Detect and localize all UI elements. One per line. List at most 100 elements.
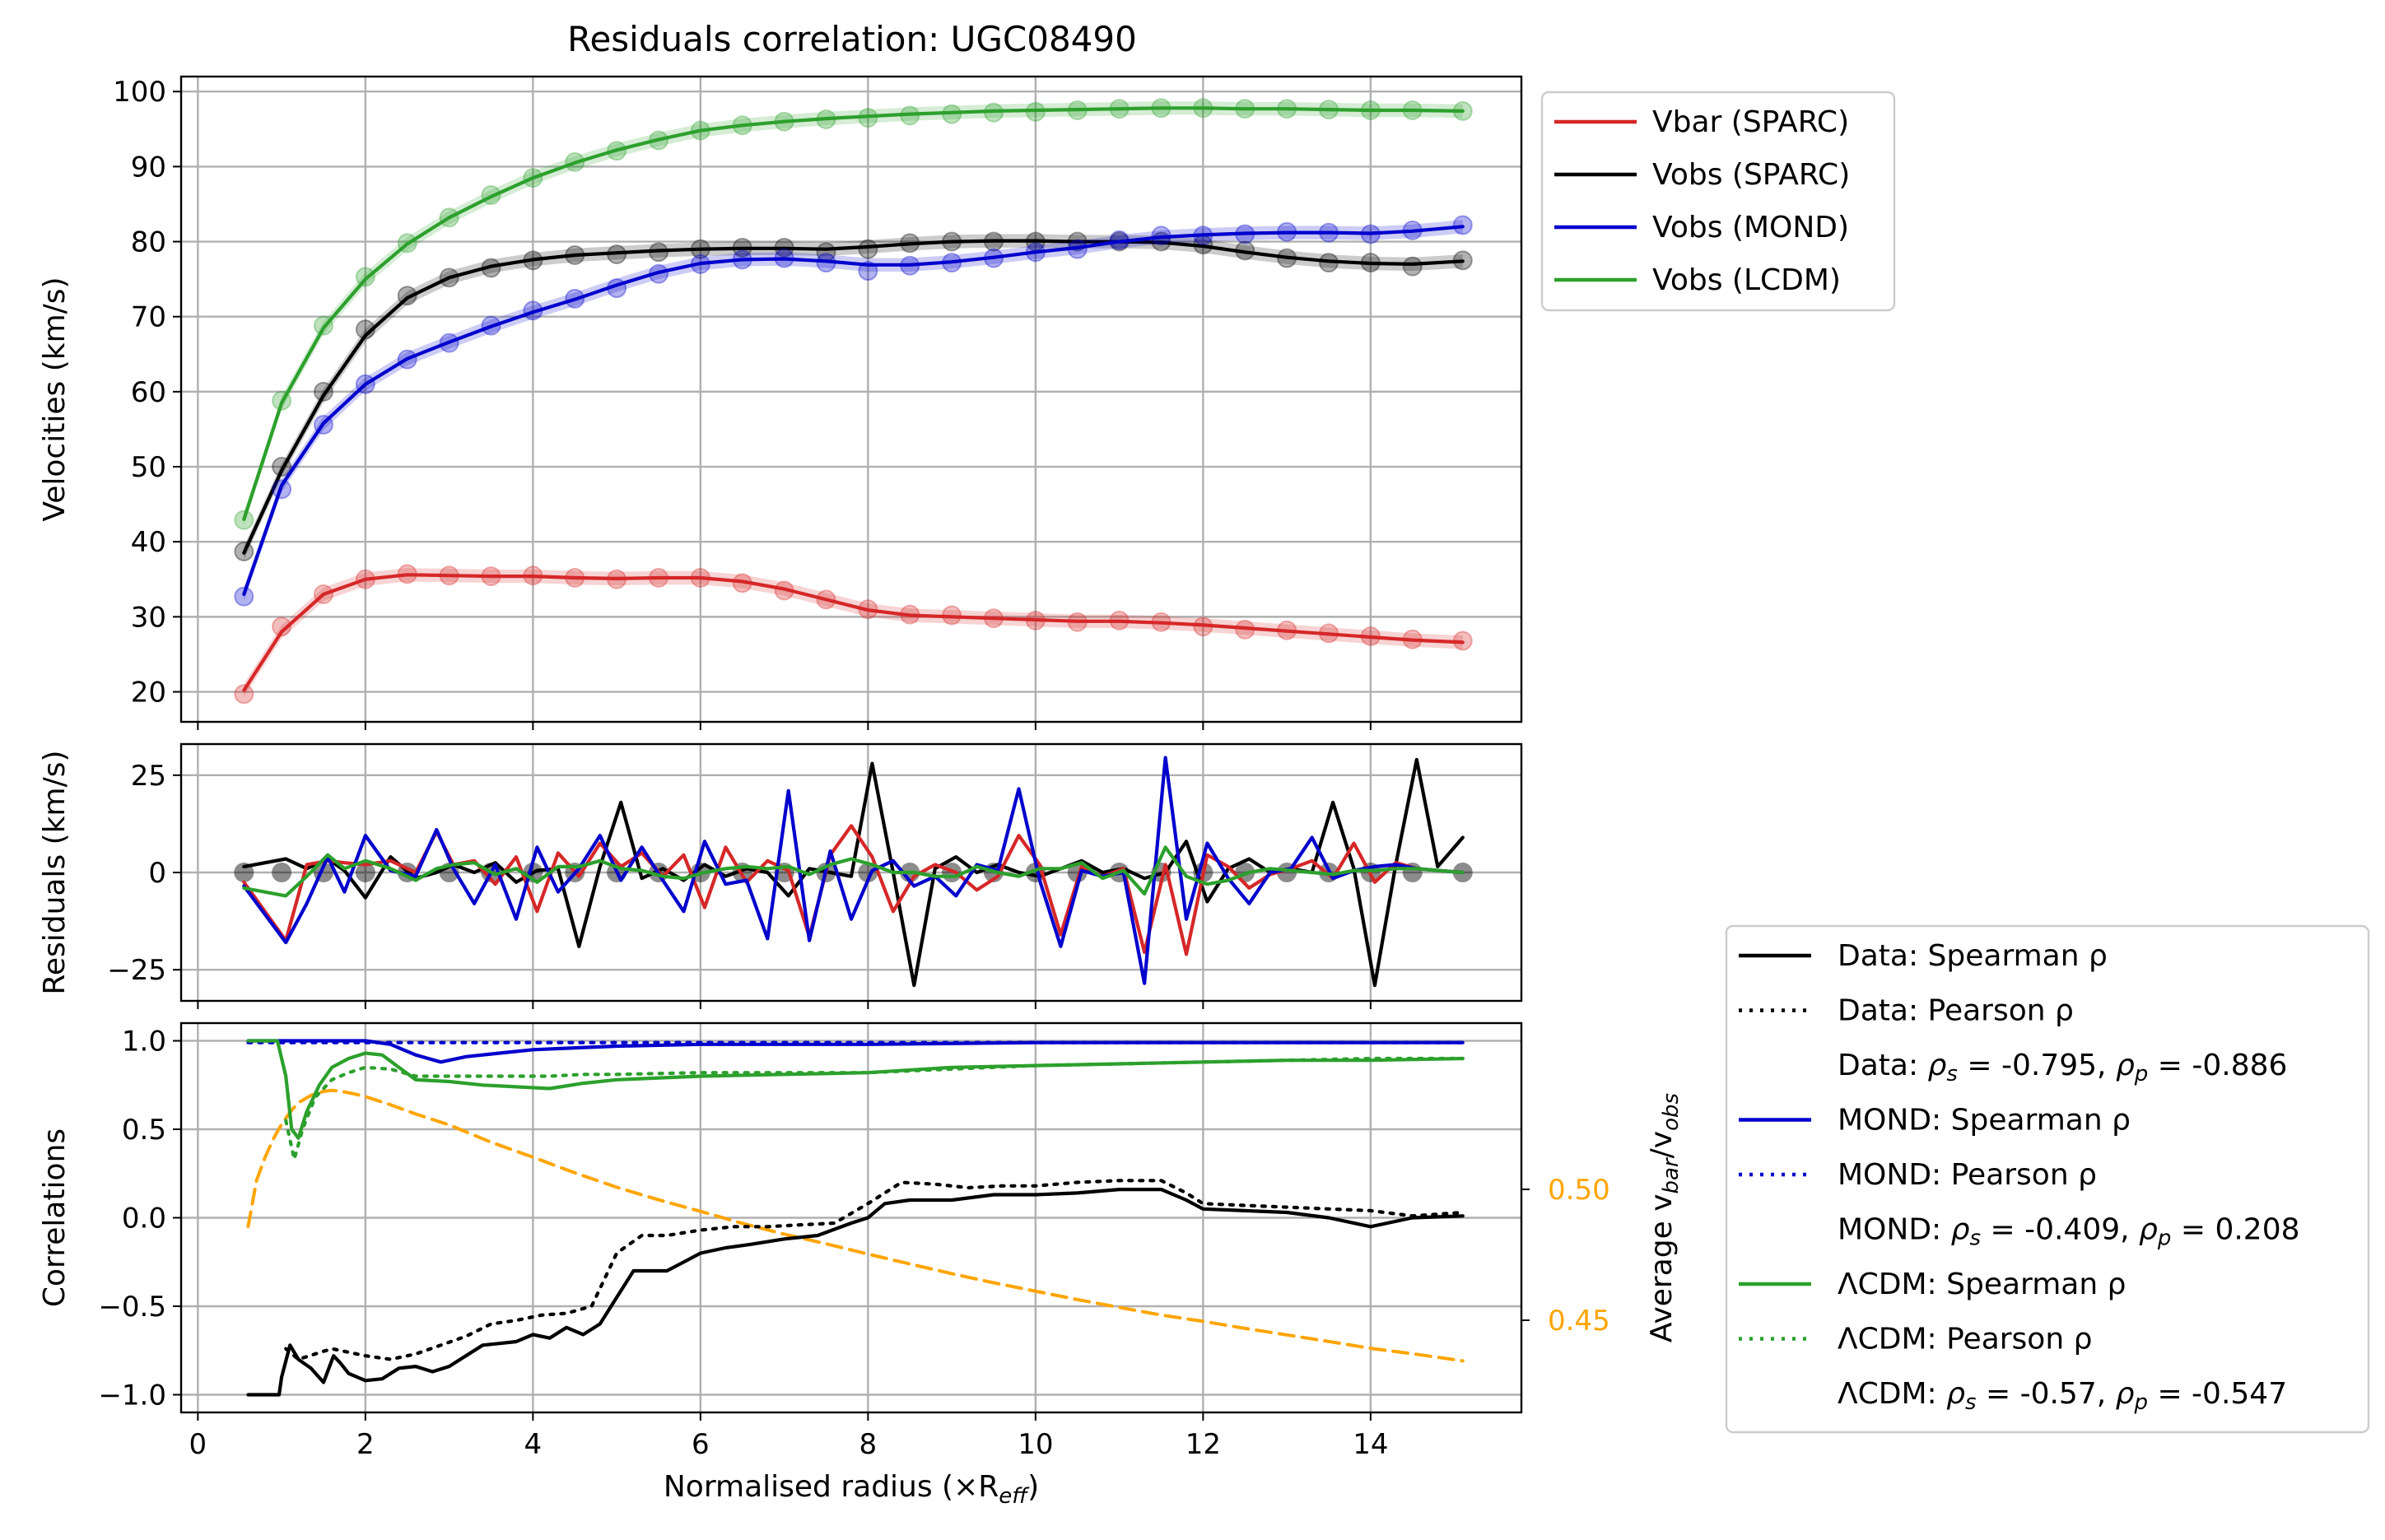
- chart-title: Residuals correlation: UGC08490: [567, 19, 1137, 59]
- y-tick-label: 60: [131, 376, 166, 409]
- data-spearman-line: [246, 1188, 1465, 1397]
- y-tick-label: 30: [131, 601, 166, 634]
- x-tick-label: 2: [356, 1428, 375, 1461]
- correlations-panel: −1.0 −0.5 0.0 0.5 1.0 0 2 4 6 8 10 12 14 Correlations…: [38, 1021, 1684, 1509]
- y-tick-label: 0.0: [122, 1203, 166, 1235]
- y-tick-label: −1.0: [98, 1379, 166, 1412]
- vobs-lcdm-line: [242, 106, 1465, 521]
- legend-stat-symbol: ρ: [1951, 1213, 1970, 1247]
- legend-label: ΛCDM: Pearson ρ: [1838, 1323, 2092, 1356]
- lcdm-residual-line: [242, 845, 1465, 898]
- legend-label: MOND: Spearman ρ: [1838, 1104, 2131, 1138]
- x-tick-label: 14: [1353, 1428, 1388, 1461]
- y-tick-label: −0.5: [98, 1291, 166, 1324]
- y-tick-label: 20: [131, 677, 166, 710]
- legend-label: MOND: Pearson ρ: [1838, 1158, 2097, 1192]
- legend-label: Vobs (MOND): [1652, 211, 1849, 244]
- x-tick-label: 0: [189, 1428, 207, 1461]
- residual-marker: [272, 863, 292, 882]
- vbar-sparc-point: [272, 616, 292, 637]
- y-axis-label: Velocities (km/s): [38, 277, 72, 521]
- legend-stat-sub: s: [1946, 1062, 1958, 1086]
- data-pearson-line: [284, 1179, 1465, 1361]
- axes-frame: [179, 742, 1523, 1003]
- mond-spearman-line: [246, 1039, 1465, 1064]
- vobs-sparc-point: [858, 239, 878, 259]
- legend-label: Vobs (SPARC): [1652, 158, 1850, 192]
- y2-axis-label-sub: bar: [1659, 1156, 1684, 1193]
- legend-frame: [1725, 924, 2370, 1434]
- axes-frame: [179, 75, 1523, 723]
- legend-frame: [1540, 91, 1896, 312]
- vobs-lcdm-band: [244, 101, 1463, 527]
- y-axis-label: Residuals (km/s): [38, 750, 72, 994]
- y-tick-label: 50: [131, 451, 166, 484]
- y-tick-label: 70: [131, 301, 166, 334]
- cdm-pearson-line: [284, 1056, 1465, 1161]
- x-tick-label: 12: [1186, 1428, 1221, 1461]
- velocities-panel: 20 30 40 50 60 70 80 90 100 Velocities (km/s): [38, 75, 1523, 730]
- legend-stat-eq: = 0.208: [2171, 1213, 2299, 1247]
- y2-axis-label-part: Average v: [1645, 1193, 1679, 1342]
- x-axis-label-part: ): [1027, 1470, 1039, 1504]
- legend-stat-eq: = -0.886: [2148, 1049, 2287, 1082]
- y2-tick-label: 0.50: [1548, 1174, 1610, 1207]
- x-axis-label-sub: eff: [999, 1484, 1030, 1509]
- legend-stat-label: ΛCDM: ρs = -0.57, ρp = -0.547: [1838, 1377, 2287, 1415]
- y2-axis-label-part: /v: [1645, 1131, 1679, 1158]
- legend-stat-eq: = -0.409,: [1981, 1213, 2139, 1247]
- y2-tick-label: 0.45: [1548, 1305, 1610, 1338]
- sparc-residual-line: [242, 824, 1465, 956]
- x-axis-label-part: Normalised radius (×R: [664, 1470, 999, 1504]
- vobs-mond-band: [244, 220, 1463, 602]
- vbar-sparc-point: [234, 684, 254, 705]
- y-axis-label: Correlations: [38, 1128, 72, 1307]
- legend-stat-eq: = -0.795,: [1958, 1049, 2116, 1082]
- legend-stat-symbol: ρ: [1946, 1377, 1965, 1411]
- vobs-mond-line: [242, 225, 1465, 597]
- vbar-sparc-line: [242, 573, 1465, 692]
- x-tick-label: 10: [1018, 1428, 1053, 1461]
- velocity-legend: Vbar (SPARC) Vobs (SPARC) Vobs (MOND) Vobs …: [1540, 91, 1896, 312]
- y-tick-label: 0.5: [122, 1114, 166, 1147]
- legend-stat-sub: p: [2157, 1226, 2172, 1251]
- legend-stat-label: Data: ρs = -0.795, ρp = -0.886: [1838, 1049, 2287, 1086]
- y-tick-label: 80: [131, 226, 166, 259]
- legend-stat-symbol: ρ: [2139, 1213, 2158, 1247]
- cdm-spearman-line: [246, 1039, 1465, 1140]
- y-tick-label: 0: [148, 857, 166, 890]
- legend-stat-model: ΛCDM:: [1838, 1377, 1946, 1411]
- residual-marker: [858, 863, 878, 882]
- axes-frame: [179, 1021, 1523, 1414]
- legend-stat-eq: = -0.57,: [1977, 1377, 2116, 1411]
- vobs-sparc-line: [242, 239, 1465, 555]
- vobs-mond-point: [234, 586, 254, 607]
- mond-residual-line: [242, 756, 1465, 985]
- vobs-sparc-point: [1402, 256, 1423, 277]
- legend-label: ΛCDM: Spearman ρ: [1838, 1268, 2126, 1301]
- residuals-panel: −25 0 25 Residuals (km/s): [38, 742, 1523, 1009]
- legend-label: Vobs (LCDM): [1652, 263, 1841, 297]
- vobs-sparc-band: [244, 234, 1463, 561]
- legend-stat-symbol: ρ: [2116, 1377, 2135, 1411]
- y-tick-label: 40: [131, 526, 166, 559]
- legend-stat-model: Data:: [1838, 1049, 1928, 1082]
- legend-stat-model: MOND:: [1838, 1213, 1951, 1247]
- y-tick-label: 100: [113, 76, 166, 109]
- y-tick-label: 90: [131, 151, 166, 184]
- y2-axis-label: Average vbar/vobs: [1645, 1093, 1684, 1342]
- legend-stat-sub: p: [2134, 1062, 2149, 1086]
- residual-marker: [355, 863, 375, 882]
- residual-marker: [234, 863, 254, 882]
- data-line: [242, 757, 1465, 988]
- legend-label: Data: Pearson ρ: [1838, 994, 2074, 1028]
- legend-stat-eq: = -0.547: [2148, 1377, 2287, 1411]
- legend-stat-sub: s: [1969, 1226, 1981, 1251]
- y-tick-label: 1.0: [122, 1026, 166, 1058]
- x-tick-label: 4: [524, 1428, 543, 1461]
- legend-stat-symbol: ρ: [1928, 1049, 1947, 1082]
- legend-stat-sub: s: [1965, 1390, 1977, 1415]
- x-tick-label: 6: [692, 1428, 710, 1461]
- legend-stat-symbol: ρ: [2116, 1049, 2135, 1082]
